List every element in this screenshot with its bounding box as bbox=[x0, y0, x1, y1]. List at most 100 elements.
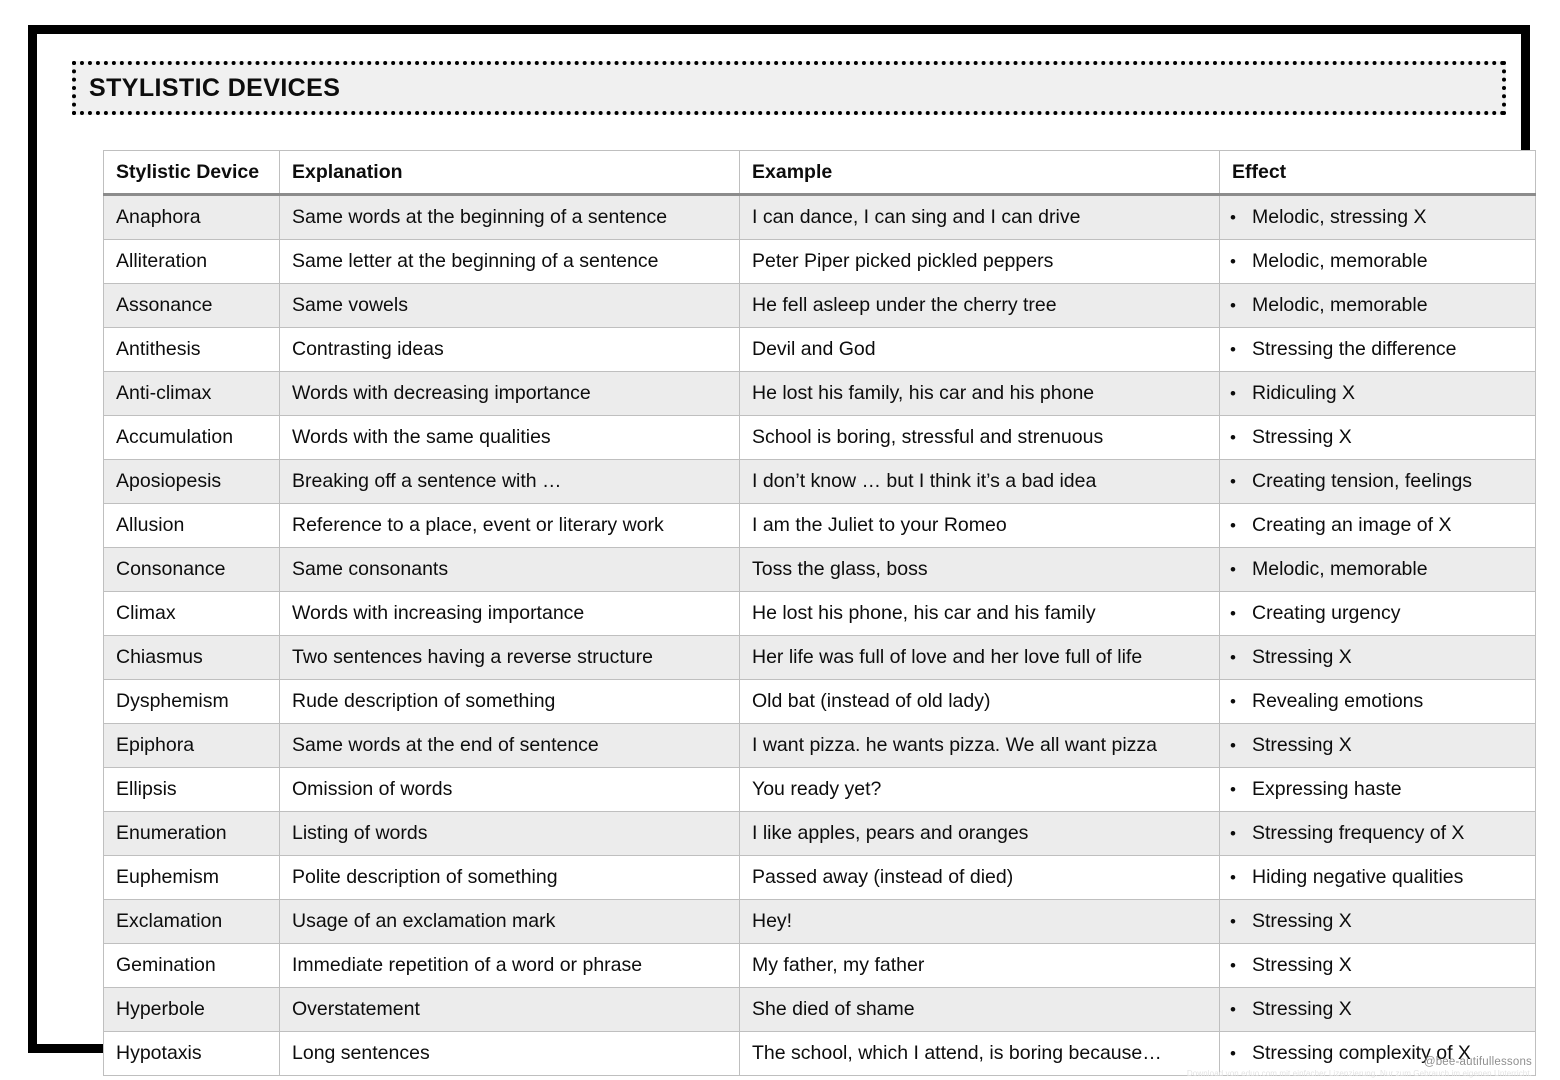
effect-text: Stressing X bbox=[1252, 646, 1352, 668]
title-banner: STYLISTIC DEVICES bbox=[72, 61, 1506, 115]
cell-device: Chiasmus bbox=[103, 635, 280, 680]
cell-example: Toss the glass, boss bbox=[739, 547, 1220, 592]
cell-example: He lost his family, his car and his phon… bbox=[739, 371, 1220, 416]
table-row: Anti-climax Words with decreasing importa… bbox=[103, 371, 1536, 416]
bullet-icon: • bbox=[1230, 956, 1236, 975]
effect-text: Stressing X bbox=[1252, 426, 1352, 448]
bullet-icon: • bbox=[1230, 296, 1236, 315]
cell-explanation: Same words at the beginning of a sentenc… bbox=[279, 194, 740, 240]
effect-text: Hiding negative qualities bbox=[1252, 866, 1464, 888]
cell-explanation: Two sentences having a reverse structure bbox=[279, 635, 740, 680]
page-border-frame: STYLISTIC DEVICES Stylistic Device Expla… bbox=[28, 25, 1536, 1076]
effect-text: Stressing frequency of X bbox=[1252, 822, 1465, 844]
cell-example: She died of shame bbox=[739, 987, 1220, 1032]
cell-effect: • Stressing X bbox=[1219, 987, 1536, 1032]
effect-text: Ridiculing X bbox=[1252, 382, 1355, 404]
bullet-icon: • bbox=[1230, 824, 1236, 843]
bullet-icon: • bbox=[1230, 736, 1236, 755]
bullet-icon: • bbox=[1230, 252, 1236, 271]
table-row: Climax Words with increasing importance He… bbox=[103, 591, 1536, 636]
effect-bullet-item: • Expressing haste bbox=[1230, 778, 1523, 801]
cell-example: Hey! bbox=[739, 899, 1220, 944]
cell-explanation: Long sentences bbox=[279, 1031, 740, 1076]
table-header: Stylistic Device Explanation Example Eff… bbox=[103, 150, 1536, 196]
effect-text: Stressing X bbox=[1252, 734, 1352, 756]
cell-explanation: Words with the same qualities bbox=[279, 415, 740, 460]
cell-device: Climax bbox=[103, 591, 280, 636]
cell-explanation: Immediate repetition of a word or phrase bbox=[279, 943, 740, 988]
cell-example: Old bat (instead of old lady) bbox=[739, 679, 1220, 724]
table-row: Hypotaxis Long sentences The school, which… bbox=[103, 1031, 1536, 1076]
cell-example: My father, my father bbox=[739, 943, 1220, 988]
cell-device: Alliteration bbox=[103, 239, 280, 284]
effect-text: Creating tension, feelings bbox=[1252, 470, 1473, 492]
cell-explanation: Breaking off a sentence with … bbox=[279, 459, 740, 504]
cell-explanation: Words with increasing importance bbox=[279, 591, 740, 636]
cell-explanation: Same letter at the beginning of a senten… bbox=[279, 239, 740, 284]
effect-text: Stressing X bbox=[1252, 954, 1352, 976]
cell-explanation: Rude description of something bbox=[279, 679, 740, 724]
cell-effect: • Stressing X bbox=[1219, 899, 1536, 944]
column-header-effect: Effect bbox=[1219, 150, 1536, 196]
cell-example: Peter Piper picked pickled peppers bbox=[739, 239, 1220, 284]
cell-effect: • Stressing X bbox=[1219, 943, 1536, 988]
bullet-icon: • bbox=[1230, 648, 1236, 667]
cell-effect: • Stressing the difference bbox=[1219, 327, 1536, 372]
table-row: Dysphemism Rude description of something O… bbox=[103, 679, 1536, 724]
table-row: Assonance Same vowels He fell asleep under… bbox=[103, 283, 1536, 328]
cell-effect: • Ridiculing X bbox=[1219, 371, 1536, 416]
effect-text: Stressing X bbox=[1252, 998, 1352, 1020]
effect-text: Creating urgency bbox=[1252, 602, 1401, 624]
bullet-icon: • bbox=[1230, 340, 1236, 359]
cell-example: The school, which I attend, is boring be… bbox=[739, 1031, 1220, 1076]
bullet-icon: • bbox=[1230, 516, 1236, 535]
cell-effect: • Creating urgency bbox=[1219, 591, 1536, 636]
table-row: Allusion Reference to a place, event or l… bbox=[103, 503, 1536, 548]
effect-bullet-item: • Stressing X bbox=[1230, 646, 1523, 669]
cell-explanation: Omission of words bbox=[279, 767, 740, 812]
cell-explanation: Same consonants bbox=[279, 547, 740, 592]
cell-effect: • Creating an image of X bbox=[1219, 503, 1536, 548]
effect-bullet-item: • Melodic, memorable bbox=[1230, 250, 1523, 273]
bullet-icon: • bbox=[1230, 912, 1236, 931]
table-row: Aposiopesis Breaking off a sentence with … bbox=[103, 459, 1536, 504]
cell-device: Consonance bbox=[103, 547, 280, 592]
bullet-icon: • bbox=[1230, 780, 1236, 799]
effect-bullet-item: • Stressing X bbox=[1230, 734, 1523, 757]
cell-effect: • Melodic, memorable bbox=[1219, 239, 1536, 284]
table-row: Gemination Immediate repetition of a word… bbox=[103, 943, 1536, 988]
table-row: Alliteration Same letter at the beginning… bbox=[103, 239, 1536, 284]
cell-explanation: Listing of words bbox=[279, 811, 740, 856]
effect-bullet-item: • Stressing complexity of X bbox=[1230, 1042, 1523, 1065]
effect-bullet-item: • Creating an image of X bbox=[1230, 514, 1523, 537]
cell-example: I can dance, I can sing and I can drive bbox=[739, 194, 1220, 240]
cell-device: Epiphora bbox=[103, 723, 280, 768]
effect-text: Expressing haste bbox=[1252, 778, 1402, 800]
table-row: Chiasmus Two sentences having a reverse s… bbox=[103, 635, 1536, 680]
effect-bullet-item: • Hiding negative qualities bbox=[1230, 866, 1523, 889]
effect-bullet-item: • Stressing X bbox=[1230, 998, 1523, 1021]
effect-bullet-item: • Stressing frequency of X bbox=[1230, 822, 1523, 845]
cell-effect: • Stressing X bbox=[1219, 635, 1536, 680]
cell-device: Enumeration bbox=[103, 811, 280, 856]
effect-bullet-item: • Creating tension, feelings bbox=[1230, 470, 1523, 493]
cell-effect: • Stressing frequency of X bbox=[1219, 811, 1536, 856]
cell-device: Exclamation bbox=[103, 899, 280, 944]
cell-example: I want pizza. he wants pizza. We all wan… bbox=[739, 723, 1220, 768]
bullet-icon: • bbox=[1230, 868, 1236, 887]
table-row: Consonance Same consonants Toss the glass,… bbox=[103, 547, 1536, 592]
cell-device: Assonance bbox=[103, 283, 280, 328]
cell-explanation: Reference to a place, event or literary … bbox=[279, 503, 740, 548]
cell-effect: • Hiding negative qualities bbox=[1219, 855, 1536, 900]
table-row: Epiphora Same words at the end of sentenc… bbox=[103, 723, 1536, 768]
cell-example: I don’t know … but I think it’s a bad id… bbox=[739, 459, 1220, 504]
effect-text: Melodic, memorable bbox=[1252, 250, 1428, 272]
cell-device: Anti-climax bbox=[103, 371, 280, 416]
effect-text: Creating an image of X bbox=[1252, 514, 1452, 536]
table-row: Euphemism Polite description of something… bbox=[103, 855, 1536, 900]
cell-example: He fell asleep under the cherry tree bbox=[739, 283, 1220, 328]
column-header-example: Example bbox=[739, 150, 1220, 196]
cell-device: Euphemism bbox=[103, 855, 280, 900]
table-header-row: Stylistic Device Explanation Example Eff… bbox=[103, 150, 1536, 196]
